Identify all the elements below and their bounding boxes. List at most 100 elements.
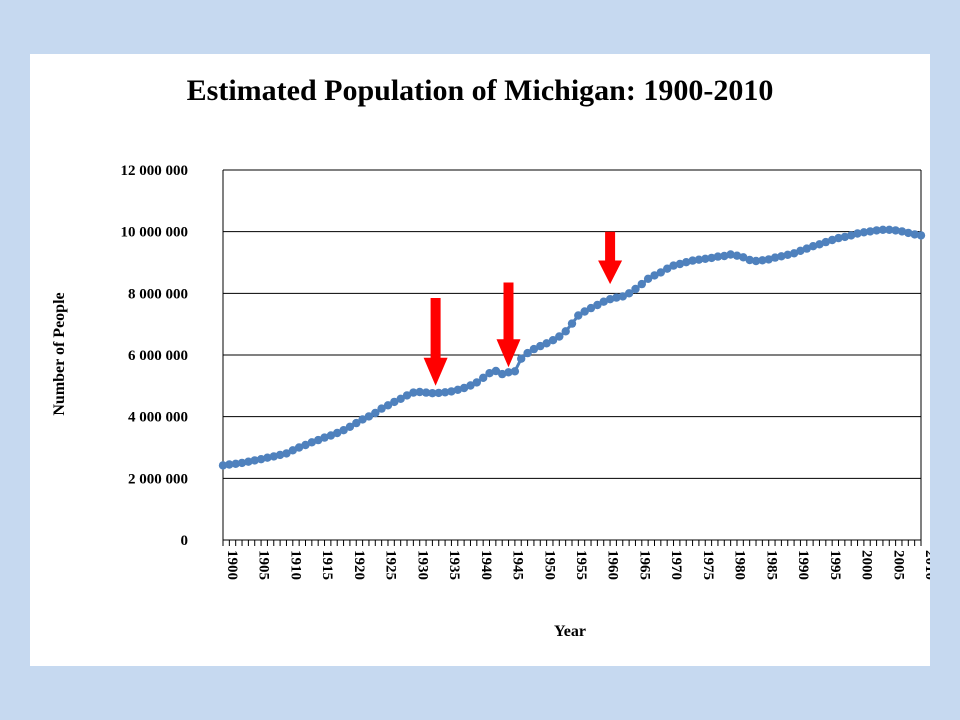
data-point [732, 251, 742, 260]
x-tick-label: 2005 [890, 550, 906, 580]
x-tick-label: 1965 [636, 550, 652, 580]
data-point [631, 284, 640, 294]
data-point [485, 369, 494, 378]
data-point [904, 228, 913, 238]
data-point [878, 225, 888, 234]
data-point [421, 388, 431, 397]
data-point [498, 369, 507, 379]
data-point [694, 255, 704, 264]
data-point [624, 289, 634, 298]
y-tick-label: 2 000 000 [128, 471, 188, 487]
x-axis [222, 170, 922, 546]
data-point [847, 231, 856, 240]
y-tick-labels: 0 2 000 000 4 000 000 6 000 000 8 000 000 10 … [121, 163, 189, 549]
data-point [618, 292, 627, 301]
data-point [491, 366, 501, 376]
x-tick-label: 1945 [510, 550, 526, 580]
data-point [574, 311, 583, 320]
slide-panel: Estimated Population of Michigan: 1900-2… [30, 54, 930, 666]
data-point [504, 368, 513, 377]
x-tick-label: 1970 [668, 550, 684, 580]
data-point [402, 391, 412, 400]
data-point [910, 230, 919, 239]
data-point [821, 237, 830, 247]
y-tick-label: 6 000 000 [128, 348, 188, 364]
data-point [352, 418, 361, 428]
data-point [561, 327, 570, 336]
data-point [301, 440, 310, 450]
data-point [808, 242, 818, 251]
data-point [517, 354, 526, 363]
data-point [891, 226, 900, 235]
data-point [479, 373, 488, 382]
chart-title: Estimated Population of Michigan: 1900-2… [187, 74, 774, 107]
data-point [390, 397, 399, 407]
data-point [326, 431, 336, 440]
data-point [916, 231, 926, 240]
data-point [789, 249, 799, 258]
x-tick-label: 1960 [605, 550, 621, 580]
data-point [612, 293, 621, 302]
data-point [218, 461, 228, 470]
data-point [605, 295, 615, 304]
data-point [713, 252, 723, 261]
data-point [726, 250, 735, 259]
data-point [447, 387, 456, 396]
data-point [244, 457, 253, 466]
x-tick-label: 2000 [859, 550, 875, 580]
data-point [339, 426, 348, 435]
x-tick-label: 1950 [541, 550, 557, 580]
data-point [282, 449, 291, 458]
data-point [872, 226, 881, 235]
x-tick-label: 1940 [478, 550, 494, 580]
data-series [218, 225, 926, 470]
data-point [555, 332, 564, 341]
data-point [231, 459, 240, 468]
annotation-arrows [423, 231, 623, 386]
data-point [358, 415, 367, 424]
data-point [269, 452, 278, 461]
data-point [885, 225, 894, 234]
data-point [637, 279, 646, 289]
data-point [542, 339, 551, 348]
data-point [472, 378, 481, 387]
data-point [675, 259, 685, 269]
x-tick-label: 1955 [573, 550, 589, 580]
data-point [745, 255, 754, 265]
data-point [523, 348, 532, 358]
data-point [834, 233, 843, 243]
data-point [548, 336, 558, 345]
data-point [409, 388, 418, 397]
data-point [682, 258, 691, 267]
data-point [256, 455, 266, 464]
data-point [828, 235, 837, 245]
x-tick-label: 1995 [827, 550, 843, 580]
data-point [593, 300, 602, 310]
x-tick-label: 2010 [922, 550, 930, 580]
x-tick-label: 1980 [732, 550, 748, 580]
x-tick-label: 1920 [351, 550, 367, 580]
data-point [897, 227, 907, 236]
y-tick-label: 4 000 000 [128, 410, 188, 426]
x-tick-label: 1915 [319, 550, 335, 580]
data-point [688, 256, 697, 265]
data-point [237, 458, 247, 468]
y-tick-label: 0 [181, 533, 189, 549]
data-point [536, 341, 545, 351]
data-point [840, 232, 850, 242]
data-point [320, 433, 329, 442]
data-point [796, 246, 805, 255]
data-point [364, 412, 374, 421]
x-tick-label: 1975 [700, 550, 716, 580]
down-arrow [423, 298, 448, 386]
data-point [428, 389, 437, 398]
series-line [222, 228, 922, 467]
down-arrow [496, 282, 521, 368]
data-point [643, 274, 653, 283]
data-point [707, 253, 716, 263]
data-point [783, 250, 792, 259]
data-point [656, 268, 665, 277]
data-point [758, 256, 767, 265]
data-point [669, 261, 678, 270]
y-tick-label: 12 000 000 [121, 163, 189, 179]
